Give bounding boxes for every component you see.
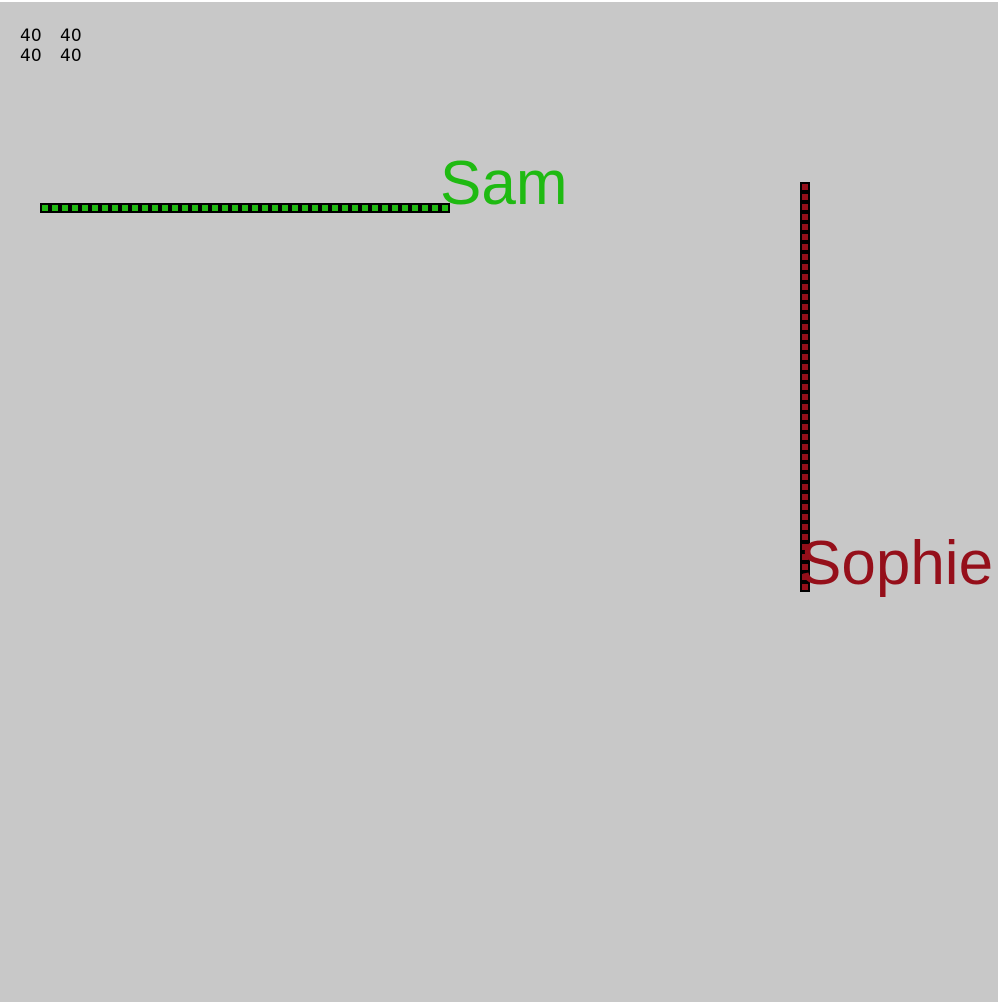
snake-segment bbox=[800, 452, 810, 462]
snake-segment bbox=[280, 203, 290, 213]
score-value: 40 bbox=[20, 26, 42, 46]
snake-segment bbox=[70, 203, 80, 213]
snake-segment bbox=[800, 272, 810, 282]
score-value: 40 bbox=[60, 26, 82, 46]
snake-segment bbox=[800, 212, 810, 222]
snake-segment bbox=[170, 203, 180, 213]
snake-segment bbox=[800, 332, 810, 342]
snake-segment bbox=[290, 203, 300, 213]
snake-segment bbox=[120, 203, 130, 213]
snake-segment bbox=[230, 203, 240, 213]
snake-segment bbox=[800, 222, 810, 232]
snake-segment bbox=[800, 182, 810, 192]
snake-segment bbox=[440, 203, 450, 213]
snake-segment bbox=[40, 203, 50, 213]
snake-segment bbox=[800, 262, 810, 272]
snake-segment bbox=[800, 232, 810, 242]
snake-segment bbox=[60, 203, 70, 213]
snake-segment bbox=[800, 302, 810, 312]
snake-segment bbox=[190, 203, 200, 213]
score-value: 40 bbox=[60, 46, 82, 66]
snake-segment bbox=[390, 203, 400, 213]
snake-segment bbox=[140, 203, 150, 213]
snake-segment bbox=[800, 312, 810, 322]
snake-segment bbox=[800, 532, 810, 542]
snake-segment bbox=[800, 422, 810, 432]
snake-segment bbox=[800, 492, 810, 502]
snake-segment bbox=[800, 282, 810, 292]
snake-segment bbox=[800, 542, 810, 552]
snake-segment bbox=[800, 412, 810, 422]
snake-segment bbox=[420, 203, 430, 213]
snake-segment bbox=[150, 203, 160, 213]
snake-segment bbox=[800, 342, 810, 352]
snake-segment bbox=[800, 442, 810, 452]
snake-segment bbox=[210, 203, 220, 213]
player-name-sam: Sam bbox=[440, 149, 568, 218]
score-value: 40 bbox=[20, 46, 42, 66]
snake-segment bbox=[200, 203, 210, 213]
snake-segment bbox=[800, 432, 810, 442]
snake-segment bbox=[800, 462, 810, 472]
snake-segment bbox=[800, 382, 810, 392]
snake-segment bbox=[800, 512, 810, 522]
snake-segment bbox=[800, 482, 810, 492]
snake-segment bbox=[90, 203, 100, 213]
snake-segment bbox=[180, 203, 190, 213]
snake-segment bbox=[110, 203, 120, 213]
snake-segment bbox=[800, 372, 810, 382]
snake-segment bbox=[800, 252, 810, 262]
snake-segment bbox=[800, 502, 810, 512]
snake-segment bbox=[800, 392, 810, 402]
snake-segment bbox=[320, 203, 330, 213]
snake-segment bbox=[800, 292, 810, 302]
player-name-sophie: Sophie bbox=[800, 529, 994, 598]
snake-segment bbox=[800, 582, 810, 592]
snake-segment bbox=[360, 203, 370, 213]
snake-segment bbox=[800, 322, 810, 332]
snake-segment bbox=[410, 203, 420, 213]
snake-segment bbox=[220, 203, 230, 213]
score-readout: 40 40 40 40 bbox=[20, 26, 100, 66]
snake-segment bbox=[800, 242, 810, 252]
snake-segment bbox=[380, 203, 390, 213]
snake-segment bbox=[800, 362, 810, 372]
snake-segment bbox=[300, 203, 310, 213]
snake-segment bbox=[800, 352, 810, 362]
snake-segment bbox=[310, 203, 320, 213]
snake-segment bbox=[800, 202, 810, 212]
snake-segment bbox=[50, 203, 60, 213]
snake-segment bbox=[800, 562, 810, 572]
snake-segment bbox=[370, 203, 380, 213]
snake-segment bbox=[260, 203, 270, 213]
snake-segment bbox=[240, 203, 250, 213]
snake-segment bbox=[800, 552, 810, 562]
snake-segment bbox=[800, 402, 810, 412]
snake-segment bbox=[100, 203, 110, 213]
snake-segment bbox=[80, 203, 90, 213]
snake-segment bbox=[270, 203, 280, 213]
snake-segment bbox=[800, 522, 810, 532]
snake-segment bbox=[160, 203, 170, 213]
snake-segment bbox=[130, 203, 140, 213]
snake-segment bbox=[350, 203, 360, 213]
snake-segment bbox=[250, 203, 260, 213]
snake-segment bbox=[800, 472, 810, 482]
snake-segment bbox=[430, 203, 440, 213]
snake-segment bbox=[330, 203, 340, 213]
snake-segment bbox=[400, 203, 410, 213]
snake-segment bbox=[340, 203, 350, 213]
snake-segment bbox=[800, 572, 810, 582]
snake-segment bbox=[800, 192, 810, 202]
